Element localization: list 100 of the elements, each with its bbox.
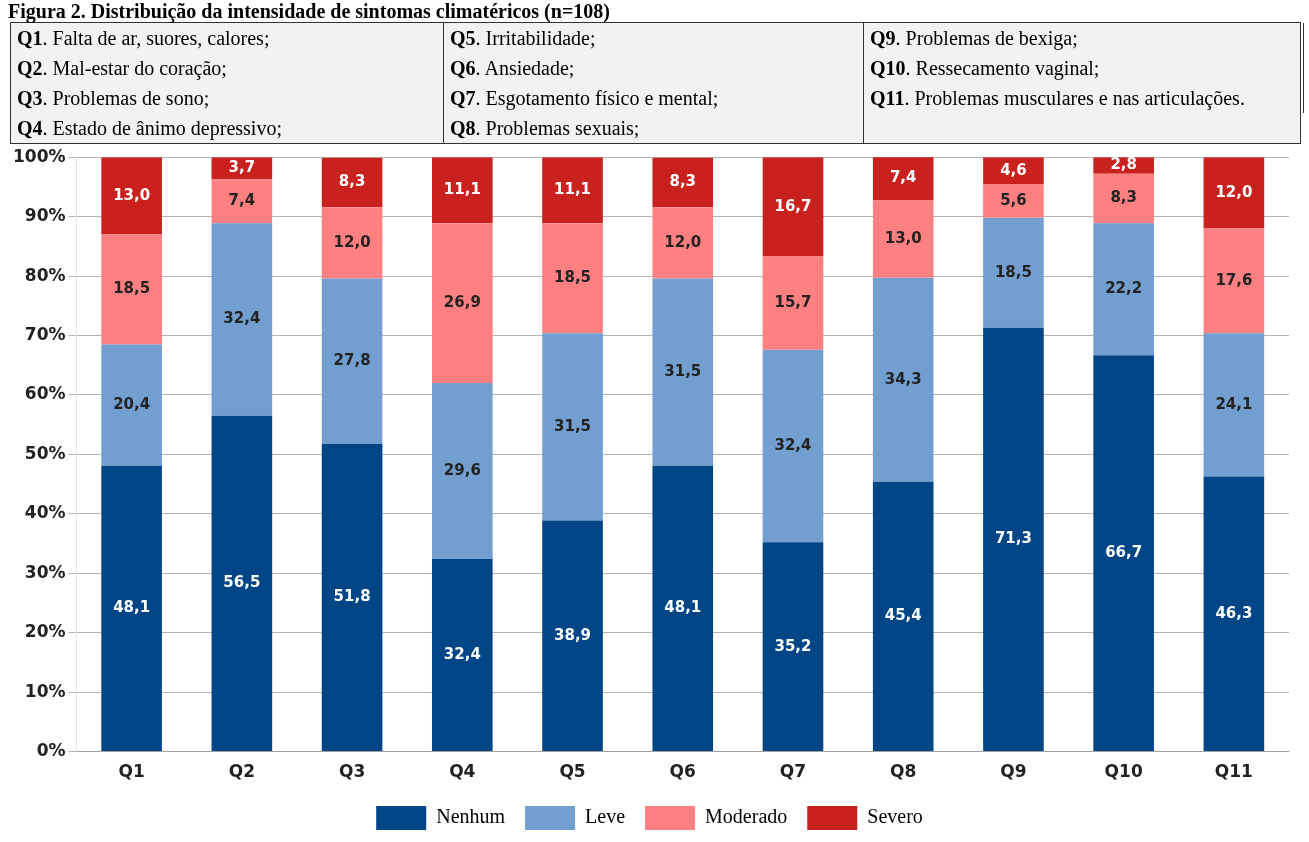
x-tick-label: Q6: [669, 761, 696, 782]
text: Q11. Problemas musculares e nas articulações.: [864, 83, 1304, 113]
x-tick-label: Q9: [1000, 761, 1027, 782]
data-label: 27,8: [333, 350, 371, 369]
data-label: 51,8: [333, 587, 371, 606]
data-label: 8,3: [338, 172, 366, 191]
bar: [1203, 476, 1265, 752]
text: Q7. Esgotamento físico e mental;: [444, 83, 864, 113]
x-tick-label: Q2: [228, 761, 255, 782]
bar: [321, 157, 383, 208]
bar: [762, 157, 824, 257]
data-label: 11,1: [443, 180, 481, 199]
text: Q10. Ressecamento vaginal;: [864, 53, 1304, 83]
bar: [321, 278, 383, 444]
bar: [101, 234, 162, 345]
text: Q3. Problemas de sono;: [11, 83, 444, 113]
bar: [1093, 355, 1154, 752]
y-tick-label: 50%: [24, 442, 66, 463]
bar: [652, 157, 714, 208]
data-label: 71,3: [994, 529, 1032, 548]
text: Q4. Estado de ânimo depressivo;: [11, 113, 444, 143]
text: Q9. Problemas de bexiga;: [864, 23, 1304, 53]
text: Q1. Falta de ar, suores, calores;: [11, 23, 444, 53]
x-tick-label: Q1: [118, 761, 145, 782]
data-label: 20,4: [113, 394, 151, 413]
data-label: 56,5: [223, 573, 261, 592]
data-label: 48,1: [664, 598, 702, 617]
data-label: 24,1: [1215, 394, 1253, 413]
data-label: 12,0: [333, 232, 371, 251]
data-label: 12,0: [1215, 182, 1253, 201]
bar: [101, 465, 162, 752]
bar: [762, 256, 824, 350]
data-label: 31,5: [664, 361, 702, 380]
y-tick-label: 30%: [24, 561, 66, 582]
legend-label: Leve: [585, 805, 626, 828]
legend-label: Nenhum: [436, 805, 506, 828]
bar: [983, 184, 1044, 218]
y-tick-label: 20%: [24, 621, 66, 642]
y-tick-label: 70%: [24, 323, 66, 344]
bar: [321, 207, 383, 279]
x-tick-label: Q5: [559, 761, 586, 782]
data-label: 5,6: [1000, 191, 1027, 210]
bar: [872, 200, 934, 278]
data-label: 13,0: [113, 185, 151, 204]
y-tick-label: 10%: [24, 680, 66, 701]
bar: [1093, 223, 1154, 356]
text: Q6. Ansiedade;: [444, 53, 864, 83]
data-label: 7,4: [889, 168, 917, 187]
bar: [211, 179, 273, 224]
y-tick-label: 40%: [24, 502, 66, 523]
data-label: 26,9: [443, 293, 481, 312]
text: Q5. Irritabilidade;: [444, 23, 864, 53]
bar: [432, 559, 493, 752]
bar: [542, 157, 603, 224]
bar: [652, 465, 714, 752]
data-label: 18,5: [113, 279, 151, 298]
data-label: 8,3: [669, 172, 697, 191]
y-tick-label: 80%: [24, 264, 66, 285]
bar: [432, 383, 493, 560]
data-label: 32,4: [223, 309, 261, 328]
data-label: 17,6: [1215, 270, 1253, 289]
bar: [872, 157, 934, 201]
data-label: 45,4: [884, 606, 922, 625]
bar: [652, 278, 714, 466]
data-label: 18,5: [994, 262, 1032, 281]
data-label: 38,9: [554, 625, 592, 644]
bar: [652, 207, 714, 279]
bar: [872, 481, 934, 752]
bar: [211, 223, 273, 416]
bar: [762, 542, 824, 752]
data-label: 32,4: [774, 435, 812, 454]
x-tick-label: Q7: [779, 761, 807, 782]
legend-label: Severo: [867, 805, 923, 828]
y-tick-label: 60%: [24, 383, 66, 404]
text: Q2. Mal-estar do coração;: [11, 53, 444, 83]
bar: [542, 223, 603, 334]
x-tick-label: Q11: [1214, 761, 1253, 782]
data-label: 18,5: [554, 268, 592, 287]
x-tick-label: Q8: [890, 761, 917, 782]
data-label: 11,1: [554, 180, 592, 199]
y-tick-label: 100%: [12, 145, 66, 166]
y-tick-label: 0%: [36, 740, 66, 761]
x-tick-label: Q3: [338, 761, 366, 782]
data-label: 7,4: [228, 191, 256, 210]
bar: [983, 327, 1044, 752]
data-label: 48,1: [113, 598, 151, 617]
data-label: 16,7: [774, 196, 812, 215]
data-label: 4,6: [1000, 160, 1027, 179]
x-tick-label: Q10: [1104, 761, 1143, 782]
bar: [542, 333, 603, 521]
bar: [321, 443, 383, 752]
bar: [872, 277, 934, 482]
legend-label: Moderado: [705, 805, 788, 828]
data-label: 34,3: [884, 369, 922, 388]
bar: [432, 223, 493, 384]
bar: [101, 344, 162, 466]
bar: [432, 157, 493, 224]
data-label: 12,0: [664, 232, 702, 251]
bar: [101, 157, 162, 235]
data-label: 15,7: [774, 293, 812, 312]
